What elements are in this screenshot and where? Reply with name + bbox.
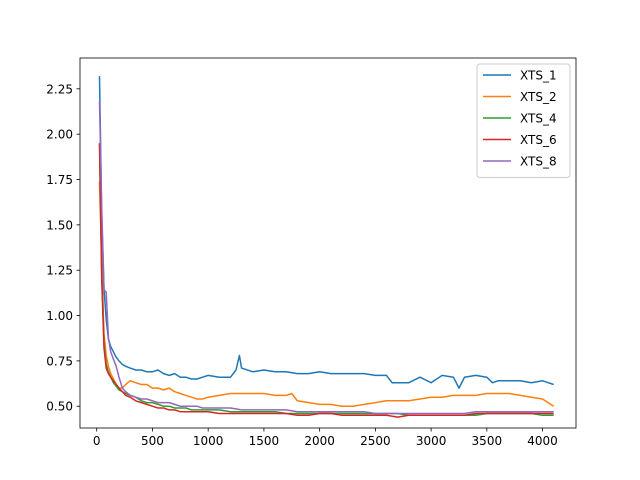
x-tick-label: 4000 [527,434,558,448]
x-tick-label: 1500 [249,434,280,448]
x-tick-label: 2000 [304,434,335,448]
legend: XTS_1 XTS_2 XTS_4 XTS_6 XTS_8 [476,63,571,178]
y-tick-label: 1.75 [46,173,73,187]
legend-label: XTS_6 [520,133,557,147]
series-layer [98,76,555,418]
y-tick-label: 2.25 [46,82,73,96]
x-tick-label: 0 [93,434,101,448]
x-tick-label: 2500 [360,434,391,448]
series-line-xts-8 [98,101,554,415]
y-tick-label: 1.50 [46,218,73,232]
y-tick-label: 1.00 [46,309,73,323]
legend-box [476,63,571,178]
series-line-xts-1 [98,76,554,389]
x-tick-label: 3500 [472,434,503,448]
x-axis: 0 500 1000 1500 2000 2500 3000 3500 4000 [93,428,558,448]
x-tick-label: 3000 [416,434,447,448]
legend-label: XTS_1 [520,69,557,83]
series-line-xts-6 [98,143,554,418]
plot-frame [79,57,577,429]
y-tick-label: 0.75 [46,354,73,368]
y-tick-label: 0.50 [46,400,73,414]
x-tick-label: 1000 [193,434,224,448]
y-tick-label: 1.25 [46,264,73,278]
x-tick-label: 500 [141,434,164,448]
y-tick-label: 2.00 [46,128,73,142]
legend-label: XTS_8 [520,155,557,169]
legend-label: XTS_4 [520,112,557,126]
y-axis: 0.50 0.75 1.00 1.25 1.50 1.75 2.00 2.25 [46,82,80,414]
series-line-xts-2 [98,181,555,407]
legend-label: XTS_2 [520,90,557,104]
